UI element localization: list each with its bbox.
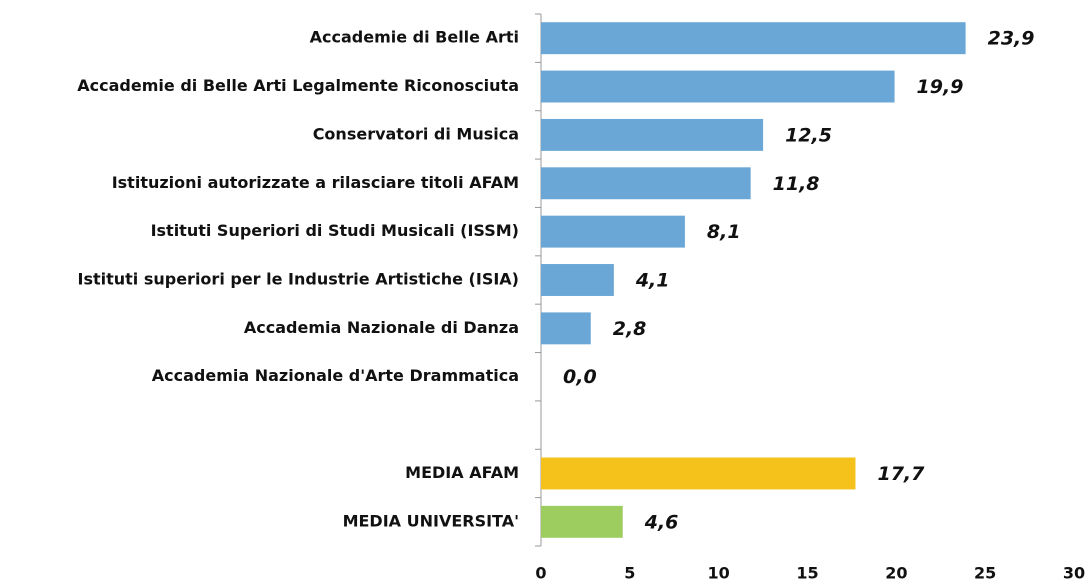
bar (541, 505, 623, 538)
bar (541, 457, 856, 490)
bar (541, 215, 685, 248)
value-label: 12,5 (785, 124, 832, 146)
x-tick-label: 15 (796, 564, 818, 583)
value-label: 4,1 (635, 270, 670, 292)
bar (541, 22, 966, 55)
y-tick-label: Istituzioni autorizzate a rilasciare tit… (112, 173, 519, 192)
y-tick-label: Istituti Superiori di Studi Musicali (IS… (151, 221, 519, 240)
value-label: 8,1 (707, 221, 741, 243)
bar (541, 118, 764, 151)
x-tick-label: 5 (624, 564, 635, 583)
value-label: 11,8 (773, 173, 820, 195)
x-tick-label: 25 (974, 564, 996, 583)
value-label: 2,8 (613, 318, 647, 340)
y-tick-label: Accademie di Belle Arti Legalmente Ricon… (77, 76, 519, 95)
bar (541, 264, 614, 296)
x-tick-label: 10 (708, 564, 730, 583)
y-tick-label: Conservatori di Musica (313, 124, 519, 143)
value-label: 4,6 (644, 511, 679, 533)
x-tick-label: 0 (535, 564, 546, 583)
value-label: 17,7 (877, 463, 925, 485)
value-label: 23,9 (988, 28, 1035, 50)
bar (541, 167, 751, 200)
value-label: 0,0 (563, 366, 597, 388)
y-tick-label: Accademie di Belle Arti (310, 28, 519, 47)
y-tick-label: Accademia Nazionale d'Arte Drammatica (152, 366, 519, 385)
y-tick-label: Istituti superiori per le Industrie Arti… (77, 270, 519, 289)
bar (541, 312, 591, 345)
y-tick-label: Accademia Nazionale di Danza (244, 318, 519, 337)
bar (541, 70, 895, 103)
y-tick-label: MEDIA UNIVERSITA' (343, 511, 519, 530)
x-tick-label: 30 (1063, 564, 1085, 583)
value-label: 19,9 (917, 76, 964, 98)
x-tick-label: 20 (885, 564, 907, 583)
y-tick-label: MEDIA AFAM (405, 463, 519, 482)
